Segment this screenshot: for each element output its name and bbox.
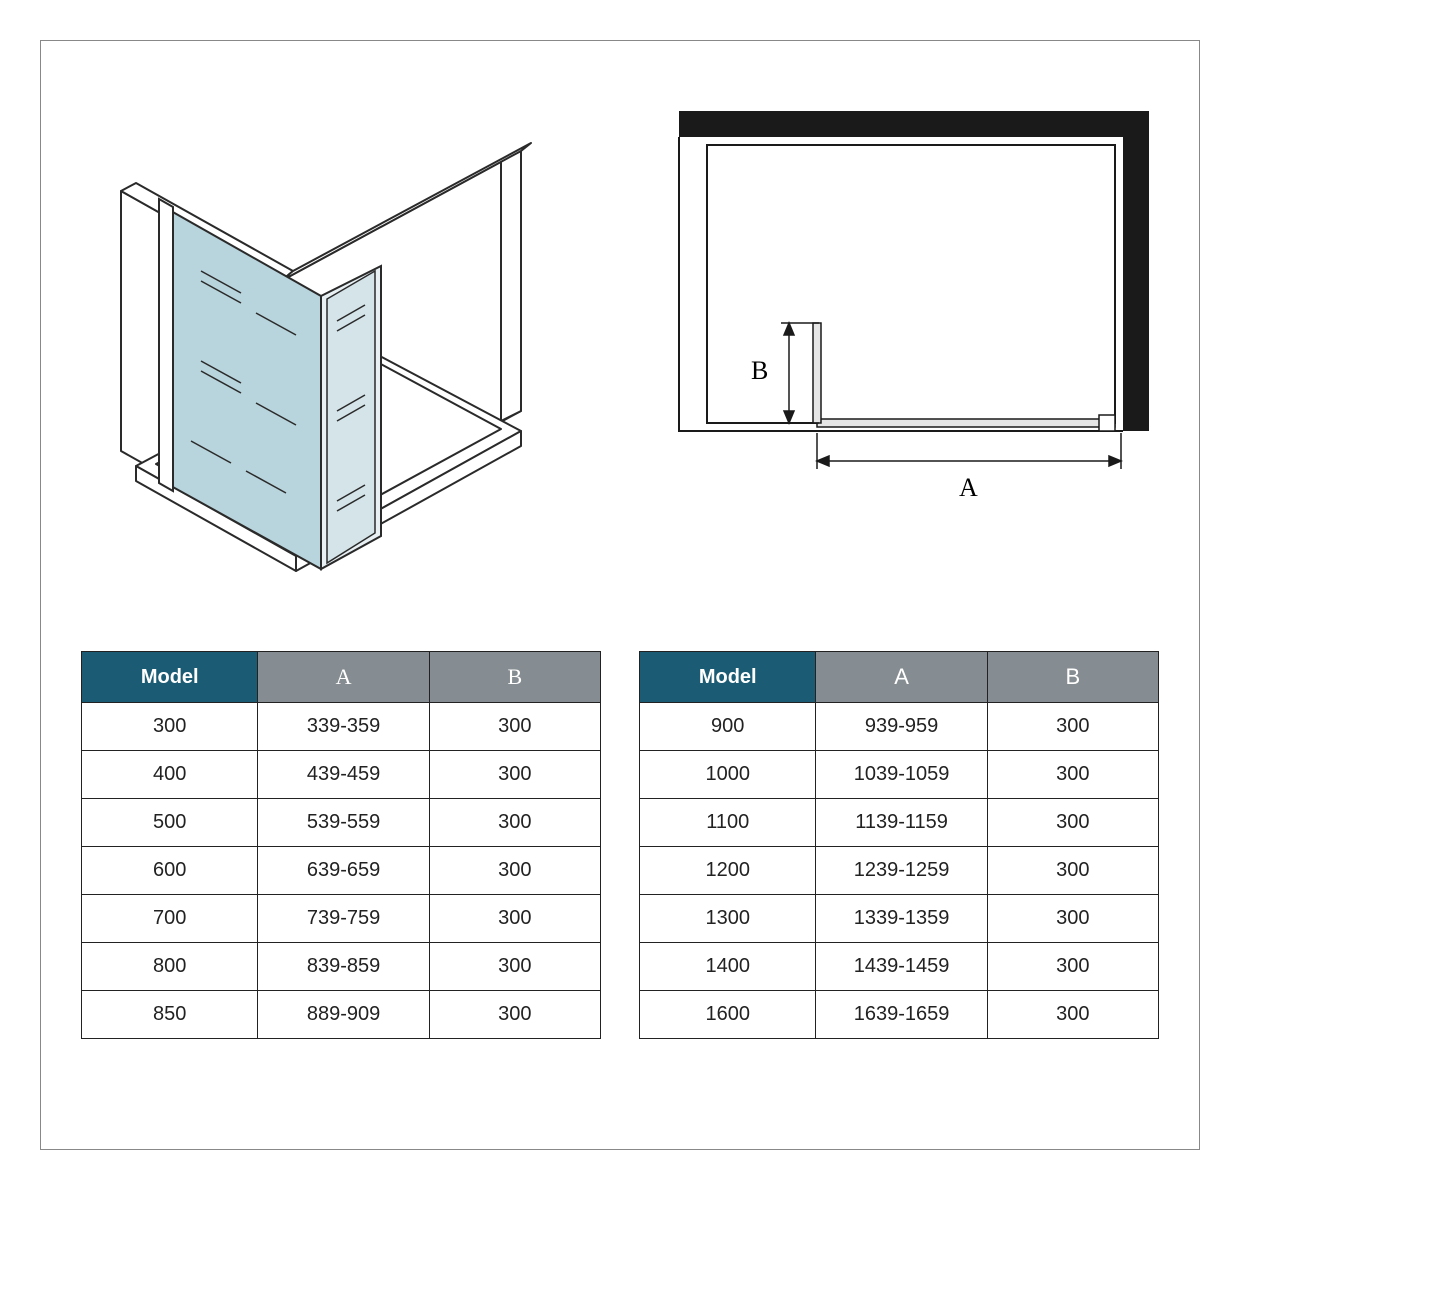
- plan-diagram: A B: [669, 101, 1159, 521]
- table-row: 850889-909300: [82, 991, 601, 1039]
- th-A: A: [816, 652, 987, 703]
- tbody-left: 300339-359300 400439-459300 500539-55930…: [82, 703, 601, 1039]
- tbody-right: 900939-959300 10001039-1059300 11001139-…: [640, 703, 1159, 1039]
- spec-table-left: Model A B 300339-359300 400439-459300 50…: [81, 651, 601, 1039]
- spec-table-right: Model A B 900939-959300 10001039-1059300…: [639, 651, 1159, 1039]
- th-A: A: [258, 652, 429, 703]
- table-row: 400439-459300: [82, 751, 601, 799]
- table-row: 13001339-1359300: [640, 895, 1159, 943]
- th-model: Model: [640, 652, 816, 703]
- spec-sheet: A B Model A B 300339-359300 400439-45930…: [40, 40, 1200, 1150]
- table-row: 600639-659300: [82, 847, 601, 895]
- diagrams-row: A B: [81, 71, 1159, 621]
- table-row: 500539-559300: [82, 799, 601, 847]
- dim-label-B: B: [751, 356, 768, 386]
- table-row: 11001139-1159300: [640, 799, 1159, 847]
- table-row: 700739-759300: [82, 895, 601, 943]
- table-row: 14001439-1459300: [640, 943, 1159, 991]
- th-model: Model: [82, 652, 258, 703]
- th-B: B: [987, 652, 1158, 703]
- th-B: B: [429, 652, 600, 703]
- table-row: 900939-959300: [640, 703, 1159, 751]
- table-row: 10001039-1059300: [640, 751, 1159, 799]
- table-row: 300339-359300: [82, 703, 601, 751]
- table-row: 12001239-1259300: [640, 847, 1159, 895]
- isometric-diagram: [81, 71, 551, 591]
- table-row: 800839-859300: [82, 943, 601, 991]
- table-row: 16001639-1659300: [640, 991, 1159, 1039]
- dim-label-A: A: [959, 473, 978, 503]
- tables-row: Model A B 300339-359300 400439-459300 50…: [81, 651, 1159, 1039]
